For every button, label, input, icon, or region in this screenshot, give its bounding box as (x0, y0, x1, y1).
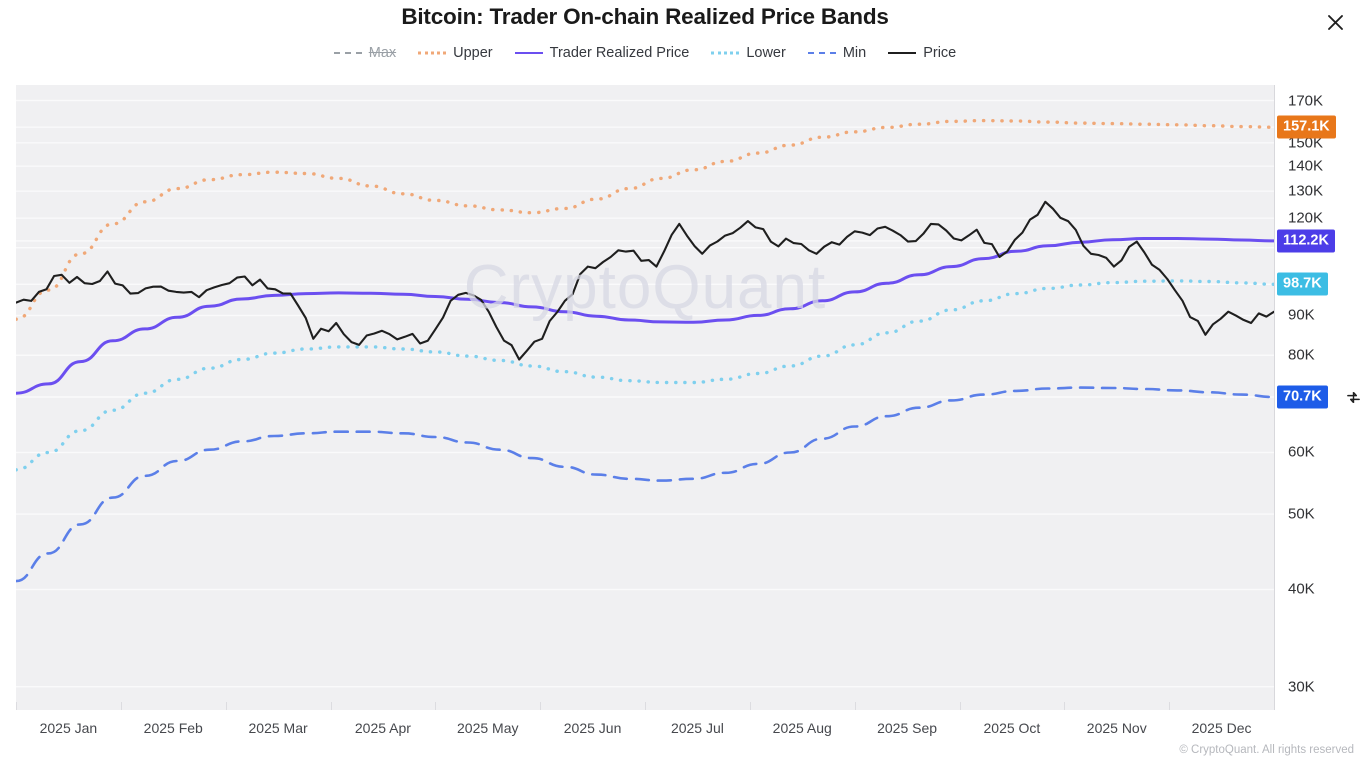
legend-item-price[interactable]: Price (888, 45, 956, 61)
x-axis-tick-mark (749, 702, 751, 710)
legend-item-upper[interactable]: Upper (418, 45, 493, 61)
y-axis-tick-label: 90K (1288, 306, 1315, 324)
x-axis-tick-mark (854, 702, 856, 710)
y-axis-tick-label: 170K (1288, 92, 1324, 110)
chart-legend: Max Upper Trader Realized Price Lower Min Pri… (0, 45, 1290, 61)
series-line-upper (16, 118, 1274, 321)
legend-item-max[interactable]: Max (333, 45, 397, 61)
x-axis-tick-label: 2025 Jan (39, 720, 98, 736)
x-axis-tick-label: 2025 Oct (983, 720, 1041, 736)
legend-label: Min (842, 45, 867, 61)
x-axis-tick-mark (16, 702, 17, 710)
x-axis-tick-mark (435, 702, 437, 710)
y-axis-tick-label: 130K (1288, 182, 1324, 200)
y-axis-tick-label: 80K (1288, 346, 1315, 364)
y-axis-tick-label: 60K (1288, 443, 1315, 461)
y-axis-tick-label: 50K (1288, 505, 1315, 523)
y-axis-tick-label: 120K (1288, 209, 1324, 227)
x-axis-tick-label: 2025 Jun (563, 720, 622, 736)
x-axis-tick-label: 2025 Sep (877, 720, 938, 736)
x-axis-tick-label: 2025 Dec (1191, 720, 1252, 736)
y-axis-value-badge[interactable]: 112.2K (1277, 229, 1335, 253)
x-axis-tick-mark (120, 702, 122, 710)
series-line-lower (16, 279, 1274, 472)
legend-swatch-icon (888, 47, 917, 59)
y-axis-value-badge[interactable]: 70.7K (1277, 385, 1328, 409)
y-axis-value-badge[interactable]: 98.7K (1277, 272, 1328, 296)
legend-label: Trader Realized Price (549, 45, 690, 61)
x-axis-tick-label: 2025 Feb (143, 720, 203, 736)
copyright-notice: © CryptoQuant. All rights reserved (1179, 744, 1354, 756)
series-line-price (16, 200, 1274, 361)
legend-item-lower[interactable]: Lower (711, 45, 786, 61)
series-line-min (16, 386, 1274, 583)
x-axis-tick-label: 2025 Jul (670, 720, 724, 736)
x-axis-tick-mark (1064, 702, 1066, 710)
x-axis-tick-label: 2025 Aug (772, 720, 832, 736)
x-axis-tick-mark (540, 702, 542, 710)
x-axis-tick-mark (330, 702, 332, 710)
x-axis-tick-mark (645, 702, 646, 710)
legend-swatch-icon (807, 47, 836, 59)
legend-item-trader-realized-price[interactable]: Trader Realized Price (514, 45, 690, 61)
plot-lines (16, 99, 1274, 688)
legend-label: Upper (453, 45, 493, 61)
x-axis-tick-mark (1169, 702, 1171, 710)
y-axis-tick-label: 140K (1288, 157, 1324, 175)
x-axis-tick-label: 2025 Mar (248, 720, 308, 736)
x-axis-tick-label: 2025 May (457, 720, 519, 736)
legend-label: Lower (746, 45, 786, 61)
legend-swatch-icon (711, 47, 740, 59)
page-title: Bitcoin: Trader On-chain Realized Price … (401, 4, 889, 29)
y-axis-value-badge[interactable]: 157.1K (1277, 115, 1336, 139)
series-line-trader-realized-price (16, 237, 1274, 395)
close-icon[interactable] (1322, 9, 1348, 35)
x-axis-tick-label: 2025 Apr (354, 720, 411, 736)
x-axis-tick-mark (225, 702, 227, 710)
y-axis-tick-label: 30K (1288, 678, 1315, 696)
legend-swatch-icon (514, 47, 543, 59)
plot-area[interactable]: CryptoQuant (16, 85, 1274, 710)
x-axis: 2025 Jan 2025 Feb 2025 Mar 2025 Apr 2025 May… (16, 702, 1274, 740)
y-axis-tick-label: 40K (1288, 580, 1315, 598)
currency-swap-icon[interactable] (1344, 388, 1362, 406)
legend-label: Max (368, 45, 397, 61)
y-axis: 170K157.1K150K140K130K120K112.2K110K98.7… (1274, 85, 1366, 710)
y-axis-line (1274, 85, 1275, 710)
legend-label: Price (923, 45, 957, 61)
legend-swatch-icon (418, 47, 447, 59)
x-axis-tick-label: 2025 Nov (1086, 720, 1147, 736)
legend-item-min[interactable]: Min (807, 45, 867, 61)
legend-swatch-icon (333, 47, 362, 59)
x-axis-tick-mark (959, 702, 961, 710)
